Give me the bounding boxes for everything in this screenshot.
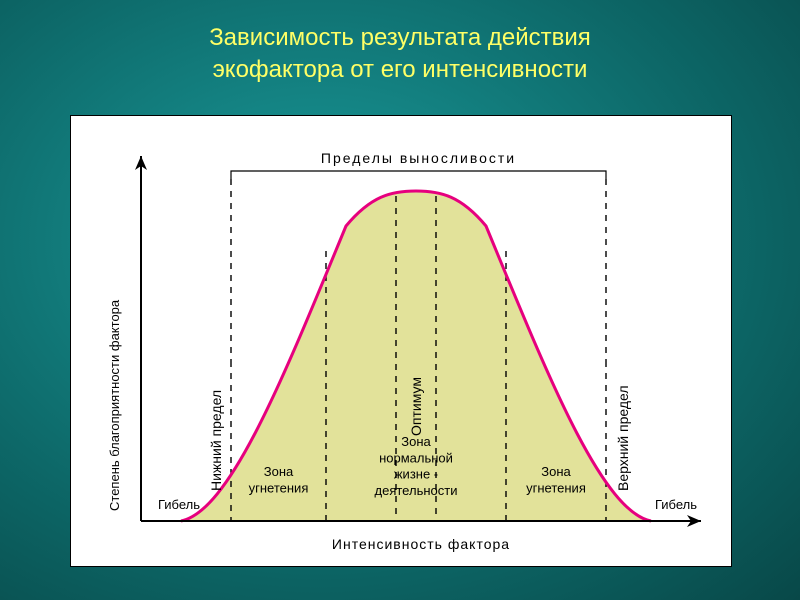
- death-right: Гибель: [655, 497, 697, 512]
- slide: Зависимость результата действия экофакто…: [0, 0, 800, 600]
- title-line-1: Зависимость результата действия: [209, 24, 591, 51]
- slide-title: Зависимость результата действия экофакто…: [0, 0, 800, 87]
- zone-normal: Зона: [401, 434, 431, 449]
- upper-limit-label: Верхний предел: [615, 385, 631, 491]
- title-line-2: экофактора от его интенсивности: [213, 56, 588, 83]
- chart-panel: Пределы выносливости Степень благоприятно…: [70, 115, 732, 567]
- lower-limit-label: Нижний предел: [208, 390, 224, 491]
- range-label: Пределы выносливости: [321, 150, 516, 166]
- zone-normal: нормальной: [379, 450, 453, 465]
- range-bracket: [231, 171, 606, 179]
- zone-suppress-left: угнетения: [249, 480, 309, 495]
- x-axis-label: Интенсивность фактора: [332, 536, 510, 552]
- death-left: Гибель: [158, 497, 200, 512]
- optimum-label: Оптимум: [408, 377, 424, 436]
- zone-normal: деятельности: [375, 483, 458, 498]
- zone-suppress-right: угнетения: [526, 480, 586, 495]
- zone-suppress-right: Зона: [541, 464, 571, 479]
- zone-suppress-left: Зона: [264, 464, 294, 479]
- y-axis-label: Степень благоприятности фактора: [107, 299, 122, 511]
- zone-normal: жизне -: [394, 467, 438, 482]
- tolerance-curve-chart: Пределы выносливости Степень благоприятно…: [71, 116, 731, 566]
